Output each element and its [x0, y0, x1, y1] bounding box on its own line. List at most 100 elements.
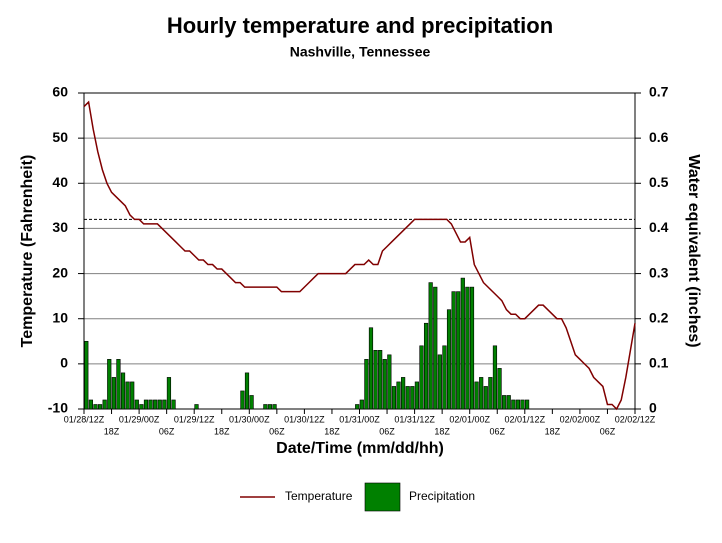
- precip-bar: [423, 322, 429, 410]
- y2-tick-label: 0.1: [649, 355, 669, 371]
- y-tick-label: 0: [60, 355, 68, 371]
- precip-bar: [171, 399, 176, 410]
- precip-bar: [97, 404, 103, 410]
- precip-bar: [479, 377, 484, 410]
- precip-bar: [107, 359, 112, 410]
- precip-bar: [451, 291, 456, 410]
- precip-bar: [488, 377, 493, 410]
- precip-bar: [442, 345, 447, 410]
- x-tick-label: 01/30/12Z: [284, 414, 325, 424]
- precip-bar: [263, 404, 268, 410]
- precip-bar: [267, 404, 273, 410]
- x-tick-label: 18Z: [324, 426, 340, 436]
- precip-bar: [492, 345, 498, 410]
- x-tick-label: 02/02/00Z: [560, 414, 601, 424]
- precip-bar: [419, 345, 424, 410]
- precip-bar: [446, 309, 452, 410]
- y2-tick-label: 0.4: [649, 219, 669, 235]
- x-tick-label: 01/31/12Z: [394, 414, 435, 424]
- x-tick-label: 02/01/12Z: [505, 414, 546, 424]
- precip-bar: [506, 395, 511, 410]
- x-tick-label: 18Z: [545, 426, 561, 436]
- precip-bar: [437, 354, 442, 410]
- x-tick-label: 06Z: [600, 426, 616, 436]
- precip-bar: [120, 372, 126, 410]
- y-axis-label: Temperature (Fahrenheit): [19, 155, 36, 348]
- y-tick-label: 30: [52, 219, 68, 235]
- chart-title: Hourly temperature and precipitation: [167, 13, 553, 38]
- chart-subtitle: Nashville, Tennessee: [290, 44, 431, 60]
- precip-bar: [148, 399, 153, 410]
- y2-axis-label: Water equivalent (inches): [685, 154, 702, 347]
- precip-bar: [511, 399, 516, 410]
- x-axis-label: Date/Time (mm/dd/hh): [276, 440, 444, 457]
- precip-bar: [382, 359, 387, 410]
- precip-bar: [134, 399, 139, 410]
- y-tick-label: 50: [52, 129, 68, 145]
- y2-tick-label: 0: [649, 400, 657, 416]
- precip-bar: [368, 327, 374, 410]
- y2-tick-label: 0.3: [649, 264, 669, 280]
- precip-bar: [139, 404, 144, 410]
- legend-label: Precipitation: [409, 489, 475, 503]
- y-tick-label: 60: [52, 84, 68, 100]
- precip-bar: [515, 399, 521, 410]
- precip-bar: [240, 390, 245, 410]
- x-tick-label: 02/01/00Z: [449, 414, 490, 424]
- precip-bar: [405, 386, 410, 410]
- y2-tick-label: 0.7: [649, 84, 669, 100]
- precip-bar: [460, 277, 465, 410]
- precip-bar: [162, 399, 167, 410]
- precip-bar: [391, 386, 397, 410]
- precip-bar: [483, 386, 488, 410]
- precip-bar: [130, 381, 135, 410]
- x-tick-label: 01/29/12Z: [174, 414, 215, 424]
- precip-bar: [387, 354, 392, 410]
- y-tick-label: 10: [52, 309, 68, 325]
- temperature-line: [83, 100, 636, 411]
- precip-bar: [116, 359, 121, 410]
- precip-bar: [520, 399, 525, 410]
- y2-tick-label: 0.5: [649, 174, 669, 190]
- x-tick-label: 06Z: [489, 426, 505, 436]
- precip-bar: [194, 404, 199, 410]
- y2-tick-label: 0.2: [649, 309, 669, 325]
- x-tick-label: 06Z: [269, 426, 285, 436]
- precip-bar: [401, 377, 406, 410]
- precip-bar: [111, 377, 116, 410]
- precip-bar: [272, 404, 277, 410]
- y-tick-label: 40: [52, 174, 68, 190]
- precip-bar: [524, 399, 530, 410]
- y-tick-label: 20: [52, 264, 68, 280]
- x-tick-label: 01/31/00Z: [339, 414, 380, 424]
- precip-bar: [373, 350, 378, 410]
- precip-bar: [249, 395, 254, 410]
- precip-bar: [166, 377, 172, 410]
- precip-bar: [93, 404, 98, 410]
- precip-bar: [465, 286, 470, 410]
- precip-bar: [364, 359, 369, 410]
- legend-label: Temperature: [285, 489, 353, 503]
- precip-bar: [355, 404, 360, 410]
- precip-bar: [378, 350, 383, 410]
- x-tick-label: 01/28/12Z: [64, 414, 105, 424]
- precip-bar: [359, 399, 364, 410]
- precip-bar: [456, 291, 461, 410]
- legend-swatch: [364, 482, 401, 512]
- x-tick-label: 06Z: [379, 426, 395, 436]
- precip-bar: [244, 372, 250, 410]
- precip-bar: [125, 381, 130, 410]
- x-tick-label: 06Z: [159, 426, 175, 436]
- precip-bar: [433, 286, 438, 410]
- precip-bar: [414, 381, 419, 410]
- precip-bar: [153, 399, 158, 410]
- y2-tick-label: 0.6: [649, 129, 669, 145]
- precip-bar: [88, 399, 93, 410]
- precip-bar: [102, 399, 107, 410]
- x-tick-label: 01/30/00Z: [229, 414, 270, 424]
- precip-bar: [497, 368, 502, 410]
- precip-bar: [502, 395, 507, 410]
- x-tick-label: 02/02/12Z: [615, 414, 656, 424]
- precip-bar: [428, 282, 433, 410]
